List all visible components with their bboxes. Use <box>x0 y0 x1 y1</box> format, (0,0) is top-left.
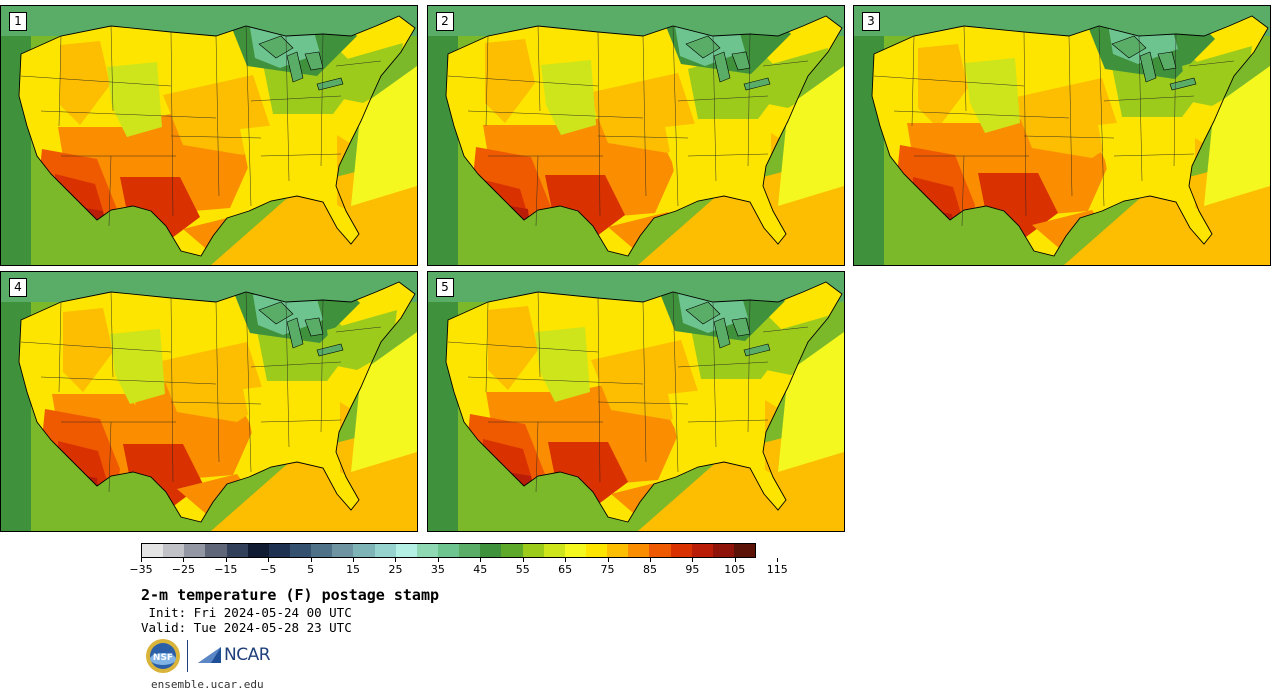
init-time: Init: Fri 2024-05-24 00 UTC <box>141 605 352 620</box>
colorbar-tick-label: 75 <box>600 563 615 576</box>
member-label: 4 <box>9 278 27 297</box>
colorbar-segment <box>226 544 248 557</box>
colorbar-tick-label: 95 <box>685 563 700 576</box>
colorbar-tick <box>522 558 524 562</box>
colorbar-segment <box>691 544 713 557</box>
nsf-logo-icon: NSF <box>146 639 180 673</box>
colorbar-segment <box>268 544 290 557</box>
colorbar-segment <box>353 544 375 557</box>
colorbar-tick <box>777 558 779 562</box>
colorbar-tick <box>437 558 439 562</box>
colorbar-tick-label: 55 <box>515 563 530 576</box>
colorbar-segment <box>522 544 544 557</box>
colorbar-segment <box>564 544 586 557</box>
colorbar-tick <box>225 558 227 562</box>
colorbar-segment <box>670 544 692 557</box>
member-label: 3 <box>862 12 880 31</box>
colorbar-segment <box>289 544 312 557</box>
colorbar-segment <box>142 544 164 557</box>
colorbar-tick-label: 65 <box>558 563 573 576</box>
colorbar-segment <box>501 544 523 557</box>
colorbar-tick-label: 45 <box>473 563 488 576</box>
colorbar-tick-label: 35 <box>430 563 445 576</box>
colorbar-segment <box>311 544 333 557</box>
colorbar-segment <box>184 544 206 557</box>
postage-stamp-panel-1: 1 <box>0 5 418 266</box>
colorbar-segment <box>733 544 756 557</box>
postage-stamp-panel-4: 4 <box>0 271 418 532</box>
colorbar-tick-label: 25 <box>388 563 403 576</box>
colorbar-tick-label: 85 <box>642 563 657 576</box>
valid-time: Valid: Tue 2024-05-28 23 UTC <box>141 620 352 635</box>
colorbar: −35 −25 −15 −5 5 15 25 35 45 55 65 75 85 95 105 115 <box>129 543 788 576</box>
temperature-map <box>1 272 417 531</box>
colorbar-segment <box>628 544 650 557</box>
postage-stamp-panel-5: 5 <box>427 271 845 532</box>
colorbar-tick <box>607 558 609 562</box>
colorbar-segment <box>163 544 185 557</box>
colorbar-segment <box>607 544 629 557</box>
temperature-map <box>1 6 417 265</box>
colorbar-segment <box>480 544 502 557</box>
logo-divider <box>187 640 188 672</box>
colorbar-scale <box>141 543 756 558</box>
colorbar-tick <box>395 558 397 562</box>
colorbar-tick <box>480 558 482 562</box>
colorbar-tick <box>310 558 312 562</box>
colorbar-tick-label: 115 <box>766 563 788 576</box>
colorbar-tick-label: 105 <box>724 563 746 576</box>
colorbar-tick-label: −5 <box>260 563 277 576</box>
colorbar-segment <box>712 544 734 557</box>
temperature-map <box>428 272 844 531</box>
temperature-map <box>854 6 1270 265</box>
member-label: 2 <box>436 12 454 31</box>
colorbar-tick-label: −25 <box>171 563 196 576</box>
member-label: 1 <box>9 12 27 31</box>
colorbar-tick <box>268 558 270 562</box>
colorbar-tick-label: −35 <box>129 563 153 576</box>
colorbar-tick <box>649 558 651 562</box>
colorbar-tick-label: 5 <box>307 563 315 576</box>
colorbar-segment <box>395 544 417 557</box>
postage-stamp-panel-3: 3 <box>853 5 1271 266</box>
colorbar-tick <box>183 558 185 562</box>
colorbar-segment <box>543 544 565 557</box>
colorbar-tick-label: −15 <box>214 563 238 576</box>
colorbar-segment <box>374 544 396 557</box>
colorbar-segment <box>416 544 438 557</box>
colorbar-tick <box>565 558 567 562</box>
colorbar-tick-label: 15 <box>346 563 361 576</box>
temperature-map <box>428 6 844 265</box>
member-label: 5 <box>436 278 454 297</box>
ncar-logo-text: NCAR <box>224 645 271 665</box>
colorbar-segment <box>437 544 460 557</box>
colorbar-segment <box>332 544 354 557</box>
colorbar-tick <box>692 558 694 562</box>
colorbar-tick <box>734 558 736 562</box>
colorbar-tick <box>353 558 355 562</box>
colorbar-segment <box>205 544 227 557</box>
website-url: ensemble.ucar.edu <box>151 678 264 691</box>
colorbar-ticks: −35 −25 −15 −5 5 15 25 35 45 55 65 75 85 95 105 115 <box>129 558 788 576</box>
colorbar-segment <box>585 544 608 557</box>
figure-title: 2-m temperature (F) postage stamp <box>141 586 440 604</box>
ncar-logo-icon <box>198 647 221 663</box>
nsf-logo-text: NSF <box>153 653 173 663</box>
postage-stamp-panel-2: 2 <box>427 5 845 266</box>
colorbar-segment <box>247 544 269 557</box>
colorbar-tick <box>141 558 142 562</box>
colorbar-segment <box>649 544 671 557</box>
colorbar-segment <box>459 544 481 557</box>
